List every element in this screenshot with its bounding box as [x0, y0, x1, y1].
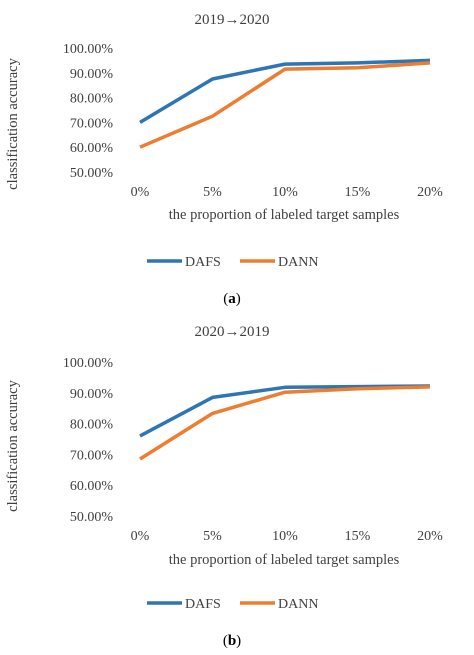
- chart-b-y-tick: 80.00%: [70, 418, 114, 433]
- chart-b-x-tick: 15%: [345, 529, 371, 544]
- chart-a-x-ticks: 0% 5% 10% 15% 20%: [131, 185, 444, 200]
- chart-a-y-tick: 80.00%: [70, 92, 114, 107]
- chart-a: 2019→2020 classification accuracy 50.00%…: [5, 12, 443, 307]
- chart-a-y-tick: 50.00%: [70, 166, 114, 181]
- chart-a-x-axis-label: the proportion of labeled target samples: [169, 207, 400, 223]
- chart-a-y-tick: 70.00%: [70, 116, 114, 131]
- chart-a-x-tick: 15%: [345, 185, 371, 200]
- chart-a-x-tick: 10%: [272, 185, 298, 200]
- chart-b-x-tick: 0%: [131, 529, 150, 544]
- chart-a-caption: (a): [223, 291, 241, 307]
- chart-a-caption-letter: a: [228, 291, 236, 307]
- chart-a-series-line-dann: [139, 61, 431, 149]
- chart-b-x-tick: 20%: [417, 529, 443, 544]
- chart-b-y-axis-label: classification accuracy: [5, 379, 21, 511]
- chart-a-legend-label-dann: DANN: [278, 255, 318, 270]
- chart-a-title: 2019→2020: [195, 12, 270, 28]
- chart-a-x-tick: 0%: [131, 185, 150, 200]
- chart-b-y-ticks: 50.00% 60.00% 70.00% 80.00% 90.00% 100.0…: [63, 356, 114, 525]
- chart-b-y-tick: 50.00%: [70, 510, 114, 525]
- chart-b-y-tick: 70.00%: [70, 448, 114, 463]
- chart-b-caption-letter: b: [228, 633, 236, 649]
- chart-a-legend-label-dafs: DAFS: [185, 255, 221, 270]
- chart-b: 2020→2019 classification accuracy 50.00%…: [5, 324, 443, 649]
- chart-b-y-tick: 100.00%: [63, 356, 114, 371]
- chart-b-x-tick: 10%: [272, 529, 298, 544]
- chart-a-series: [139, 58, 431, 149]
- chart-b-legend: DAFS DANN: [147, 597, 318, 612]
- chart-a-legend: DAFS DANN: [147, 255, 318, 270]
- chart-a-y-axis-label: classification accuracy: [5, 57, 21, 189]
- chart-a-y-tick: 90.00%: [70, 67, 114, 82]
- chart-b-series-line-dafs: [139, 384, 431, 438]
- chart-b-series-line-dann: [139, 385, 431, 461]
- chart-a-y-tick: 60.00%: [70, 141, 114, 156]
- chart-a-x-tick: 20%: [417, 185, 443, 200]
- chart-b-series: [139, 384, 431, 461]
- chart-a-y-ticks: 50.00% 60.00% 70.00% 80.00% 90.00% 100.0…: [63, 42, 114, 181]
- chart-b-title: 2020→2019: [195, 324, 270, 340]
- chart-b-x-axis-label: the proportion of labeled target samples: [169, 552, 400, 568]
- chart-a-x-tick: 5%: [203, 185, 222, 200]
- chart-b-x-tick: 5%: [203, 529, 222, 544]
- chart-b-y-tick: 90.00%: [70, 387, 114, 402]
- chart-b-x-ticks: 0% 5% 10% 15% 20%: [131, 529, 444, 544]
- chart-b-legend-label-dafs: DAFS: [185, 597, 221, 612]
- chart-b-y-tick: 60.00%: [70, 479, 114, 494]
- chart-a-y-tick: 100.00%: [63, 42, 114, 57]
- chart-b-legend-label-dann: DANN: [278, 597, 318, 612]
- chart-b-caption: (b): [223, 633, 241, 649]
- chart-a-series-line-dafs: [139, 58, 431, 124]
